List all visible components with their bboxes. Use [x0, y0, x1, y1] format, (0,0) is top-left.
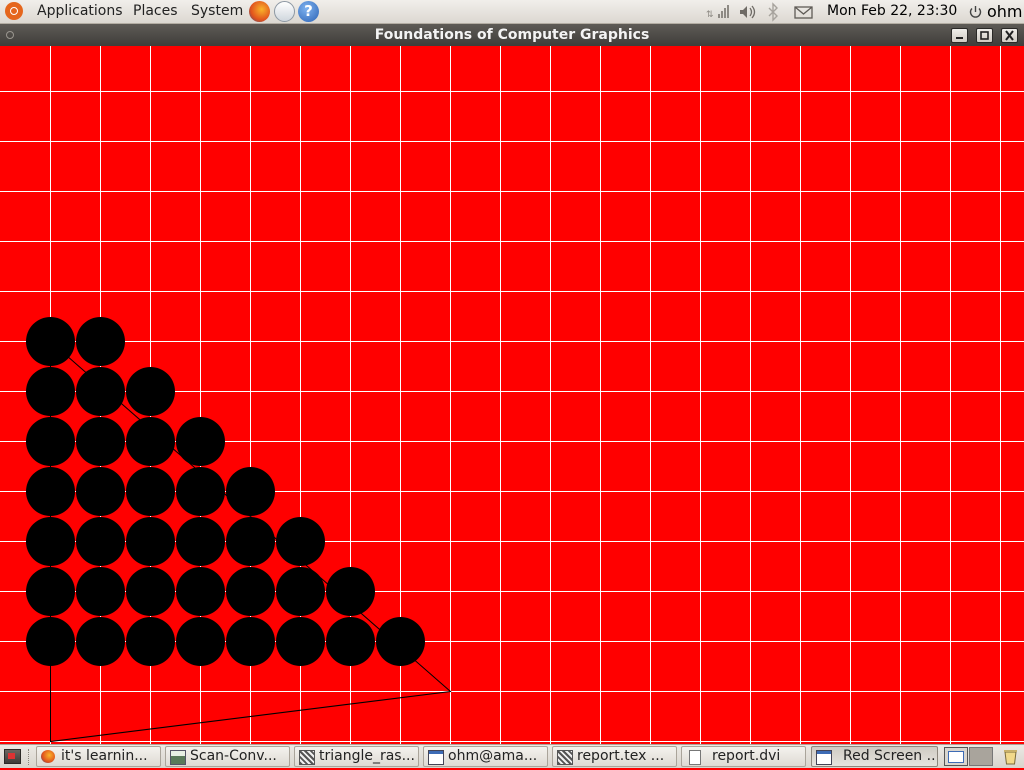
rasterization-canvas[interactable] — [0, 46, 1024, 744]
raster-pixel — [126, 467, 175, 516]
taskbar-item-scan-conv[interactable]: Scan-Conv... — [165, 746, 290, 767]
help-icon[interactable]: ? — [298, 1, 319, 22]
scene-drawing — [0, 46, 1024, 744]
applications-menu[interactable]: Applications — [37, 3, 123, 19]
terminal-icon — [428, 750, 444, 765]
show-desktop-icon[interactable] — [4, 749, 21, 764]
raster-pixel — [76, 517, 125, 566]
clock[interactable]: Mon Feb 22, 23:30 — [827, 3, 958, 19]
top-panel: Applications Places System ? ⇅ Mon Feb 2… — [0, 0, 1024, 24]
ubuntu-logo-icon[interactable] — [5, 2, 23, 20]
text-editor-icon — [299, 750, 315, 765]
taskbar-item-label: report.tex ... — [577, 748, 665, 764]
raster-pixel — [326, 617, 375, 666]
raster-pixel — [176, 467, 225, 516]
taskbar-item-report-dvi[interactable]: report.dvi — [681, 746, 806, 767]
raster-pixel — [276, 517, 325, 566]
raster-pixel — [176, 517, 225, 566]
bottom-panel: it's learnin... Scan-Conv... triangle_ra… — [0, 744, 1024, 768]
taskbar-item-label: Scan-Conv... — [190, 748, 277, 764]
raster-pixel — [126, 517, 175, 566]
raster-pixel — [126, 567, 175, 616]
raster-pixel — [276, 617, 325, 666]
taskbar-item-label: it's learnin... — [61, 748, 148, 764]
minimize-button[interactable] — [951, 28, 968, 43]
taskbar-item-firefox[interactable]: it's learnin... — [36, 746, 161, 767]
raster-pixel — [326, 567, 375, 616]
taskbar-item-red-screen[interactable]: Red Screen ... — [811, 746, 938, 767]
panel-handle[interactable] — [28, 749, 32, 765]
bluetooth-icon[interactable] — [766, 0, 780, 24]
window-icon — [816, 750, 832, 765]
volume-icon[interactable] — [738, 0, 758, 24]
raster-pixel — [226, 517, 275, 566]
trash-icon[interactable] — [1001, 747, 1020, 766]
taskbar-item-label: triangle_ras... — [319, 748, 415, 764]
network-icon[interactable]: ⇅ — [704, 0, 732, 24]
raster-pixel — [126, 367, 175, 416]
raster-pixel — [226, 617, 275, 666]
raster-pixel — [276, 567, 325, 616]
places-menu[interactable]: Places — [133, 3, 178, 19]
raster-pixel — [176, 417, 225, 466]
raster-pixel — [176, 617, 225, 666]
taskbar-item-report-tex[interactable]: report.tex ... — [552, 746, 677, 767]
taskbar-item-label: report.dvi — [712, 748, 781, 764]
system-menu[interactable]: System — [191, 3, 244, 19]
window-titlebar[interactable]: Foundations of Computer Graphics — [0, 24, 1024, 46]
mail-icon[interactable] — [274, 1, 295, 22]
raster-pixel — [126, 417, 175, 466]
document-icon — [689, 750, 701, 765]
taskbar-item-label: Red Screen ... — [843, 748, 938, 764]
firefox-icon[interactable] — [249, 1, 270, 22]
raster-pixel — [76, 617, 125, 666]
triangle-outline — [50, 340, 452, 743]
svg-text:⇅: ⇅ — [706, 10, 714, 20]
taskbar-item-terminal[interactable]: ohm@ama... — [423, 746, 548, 767]
user-name[interactable]: ohm — [987, 2, 1023, 21]
raster-pixel — [76, 367, 125, 416]
raster-pixel — [226, 467, 275, 516]
raster-pixel — [176, 567, 225, 616]
close-button[interactable] — [1001, 28, 1018, 43]
taskbar-item-triangle-ras[interactable]: triangle_ras... — [294, 746, 419, 767]
raster-pixel — [126, 617, 175, 666]
text-editor-icon — [557, 750, 573, 765]
raster-pixel — [76, 317, 125, 366]
raster-pixel — [76, 567, 125, 616]
taskbar-item-label: ohm@ama... — [448, 748, 538, 764]
raster-pixel — [76, 417, 125, 466]
raster-pixel — [226, 567, 275, 616]
document-viewer-icon — [170, 750, 186, 765]
maximize-button[interactable] — [976, 28, 993, 43]
raster-pixel — [76, 467, 125, 516]
workspace-2-icon[interactable] — [969, 747, 993, 766]
messaging-envelope-icon[interactable] — [794, 0, 814, 24]
power-icon[interactable] — [968, 0, 984, 24]
workspace-1-icon[interactable] — [944, 747, 968, 766]
firefox-icon — [41, 750, 55, 763]
window-menu-icon[interactable] — [6, 31, 14, 39]
raster-pixel — [376, 617, 425, 666]
window-title: Foundations of Computer Graphics — [374, 27, 650, 43]
